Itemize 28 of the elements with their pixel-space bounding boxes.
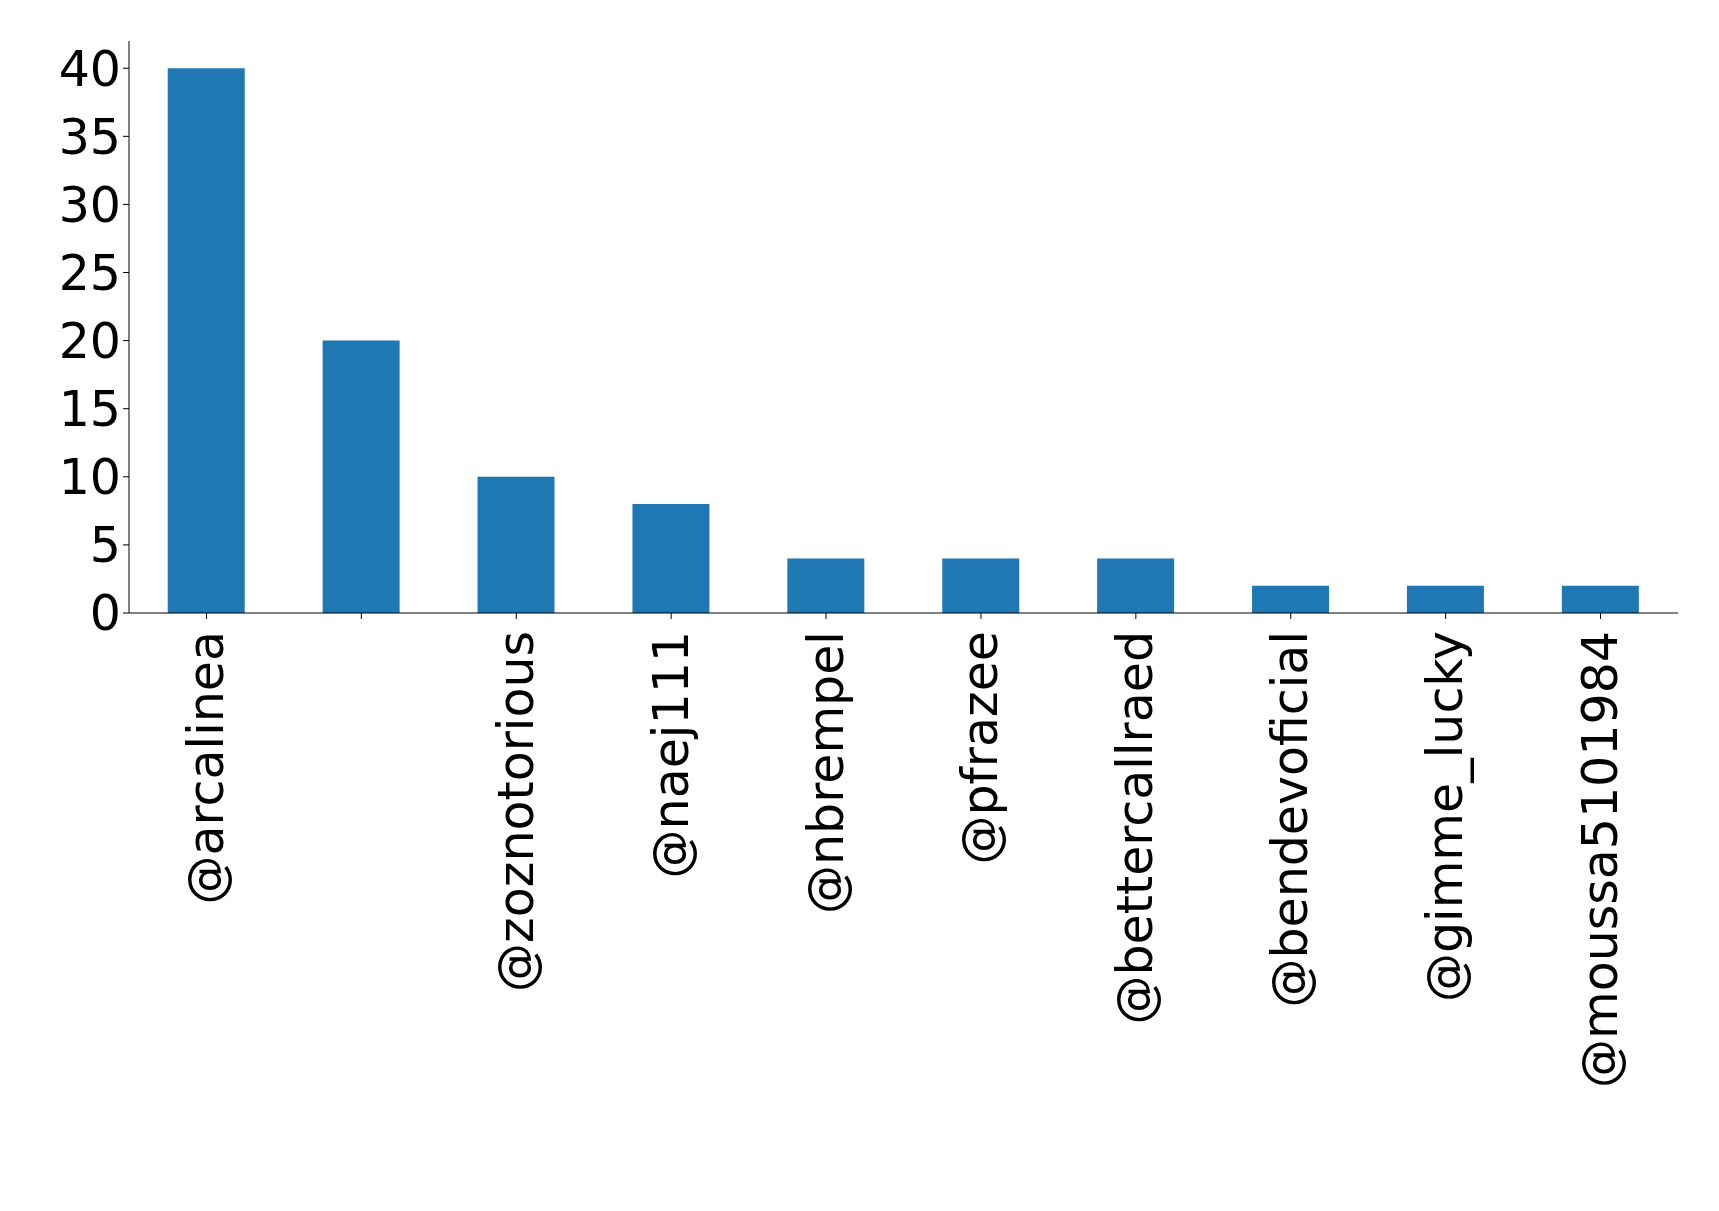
x-tick-label: @moussa5101984: [1572, 631, 1630, 1089]
x-tick-label: @nbrempel: [797, 631, 855, 914]
bar: [1252, 585, 1330, 613]
bar: [787, 558, 865, 613]
x-tick-label: @zoznotorious: [487, 631, 545, 992]
bar: [477, 476, 555, 613]
bar: [1561, 585, 1639, 613]
y-tick-label: 10: [58, 449, 121, 507]
x-tick-label: @naej111: [642, 631, 700, 879]
y-tick-label: 35: [58, 108, 121, 166]
x-tick-label: @arcalinea: [177, 631, 235, 905]
bar: [1097, 558, 1175, 613]
x-tick-label: @gimme_lucky: [1417, 631, 1475, 1003]
y-tick-label: 15: [58, 381, 121, 439]
y-tick-label: 25: [58, 244, 121, 302]
y-tick-label: 0: [89, 585, 121, 643]
x-tick-label: @pfrazee: [952, 631, 1010, 865]
y-tick-label: 20: [58, 313, 121, 371]
y-tick-label: 5: [89, 517, 121, 575]
bar: [322, 340, 400, 613]
bar: [1406, 585, 1484, 613]
bar: [167, 68, 245, 613]
y-tick-label: 40: [58, 40, 121, 98]
bar: [632, 504, 710, 613]
y-tick-label: 30: [58, 176, 121, 234]
x-tick-label: @bettercallraed: [1107, 631, 1165, 1025]
bar: [942, 558, 1020, 613]
x-tick-label: @bendevoficial: [1262, 631, 1320, 1008]
